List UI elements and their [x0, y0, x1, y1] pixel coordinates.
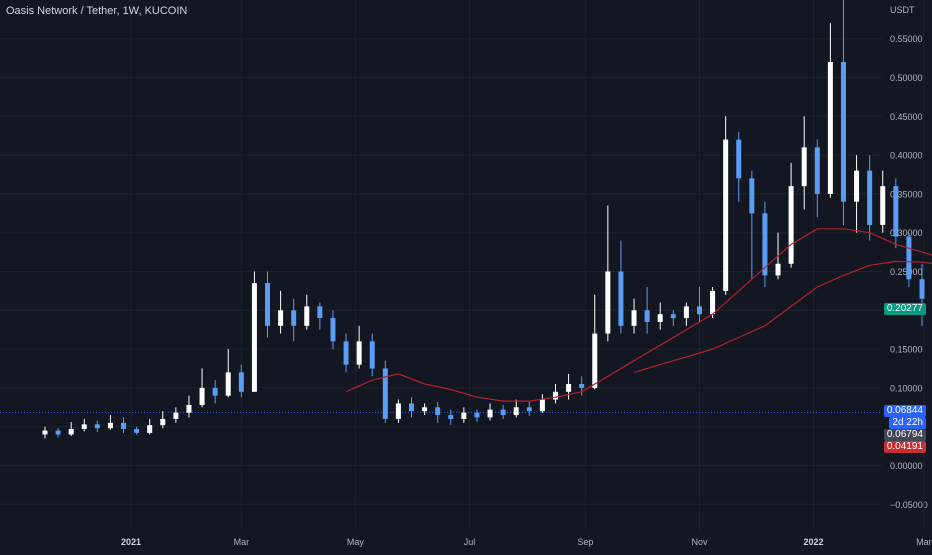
candle-body — [618, 271, 624, 326]
x-tick-label: 2021 — [121, 537, 141, 547]
candle-body — [356, 341, 362, 365]
candle-body — [566, 384, 572, 392]
candle-body — [657, 314, 663, 322]
candle-body — [723, 139, 729, 291]
y-tick-label: 0.45000 — [890, 112, 923, 122]
y-tick-label: 0.30000 — [890, 228, 923, 238]
candle-body — [880, 186, 886, 225]
y-tick-label: 0.15000 — [890, 345, 923, 355]
y-tick-label: 0.55000 — [890, 34, 923, 44]
candle-body — [369, 341, 375, 369]
candle-body — [854, 170, 860, 202]
candle-body — [448, 415, 454, 419]
y-tick-label: 0.00000 — [890, 461, 923, 471]
candle-body — [173, 412, 179, 419]
candle-body — [147, 425, 153, 433]
candle-body — [291, 310, 297, 326]
candle-body — [696, 306, 702, 315]
candle-body — [278, 310, 284, 326]
candle-body — [317, 306, 323, 319]
candle-body — [749, 178, 755, 214]
candle-body — [225, 372, 231, 396]
candle-body — [409, 403, 414, 412]
y-tick-label: 0.10000 — [890, 383, 923, 393]
candle-body — [906, 236, 912, 280]
candle-body — [775, 263, 781, 276]
y-tick-label: 0.35000 — [890, 189, 923, 199]
y-tick-label: 0.50000 — [890, 73, 923, 83]
candle-body — [330, 318, 336, 342]
candle-body — [500, 409, 506, 416]
candle-body — [121, 422, 127, 430]
candle-body — [827, 61, 833, 194]
candle-body — [814, 147, 820, 194]
candle-body — [107, 422, 113, 429]
candle-body — [461, 412, 467, 419]
candle-body — [238, 372, 244, 392]
entry-price-tag: 0.06794 — [883, 429, 926, 441]
candle-body — [94, 424, 100, 429]
candle-body — [513, 407, 519, 416]
current-price-tag: 0.06844 — [883, 405, 926, 417]
candle-body — [670, 314, 676, 319]
candle-body — [474, 412, 480, 418]
candle-body — [631, 310, 637, 326]
candle-body — [893, 186, 899, 237]
candle-body — [251, 283, 257, 392]
candle-body — [867, 170, 873, 225]
candle-body — [382, 368, 388, 419]
x-tick-label: Mar — [916, 537, 932, 547]
x-tick-label: Sep — [577, 537, 593, 547]
candle-body — [552, 391, 558, 400]
candle-body — [422, 407, 428, 412]
candle-body — [579, 384, 585, 388]
candle-body — [68, 429, 74, 435]
candle-body — [42, 430, 48, 435]
candle-body — [55, 430, 61, 435]
x-tick-label: Jul — [464, 537, 476, 547]
y-tick-label: 0.25000 — [890, 267, 923, 277]
candle-body — [304, 306, 310, 326]
chart-title: Oasis Network / Tether, 1W, KUCOIN — [6, 5, 188, 17]
candle-body — [160, 418, 166, 426]
candle-body — [683, 306, 689, 319]
stop-price-tag: 0.04191 — [883, 441, 926, 453]
x-tick-label: 2022 — [804, 537, 824, 547]
candle-body — [736, 139, 742, 179]
candle-body — [840, 61, 846, 202]
candle-body — [592, 333, 598, 388]
candle-body — [801, 147, 807, 187]
candle-body — [487, 409, 493, 418]
x-tick-label: Nov — [691, 537, 708, 547]
candle-body — [539, 399, 545, 412]
moving-average-line — [345, 228, 932, 402]
y-tick-label: −0.05000 — [890, 500, 928, 510]
candle-body — [343, 341, 349, 365]
candle-body — [788, 186, 794, 264]
moving-average-line — [633, 260, 932, 373]
candle-body — [605, 271, 611, 334]
y-tick-label: 0.40000 — [890, 151, 923, 161]
candle-body — [762, 213, 768, 276]
price-axis-currency: USDT — [890, 5, 915, 15]
candle-body — [395, 403, 401, 419]
candle-body — [81, 424, 87, 430]
candle-body — [710, 290, 716, 315]
countdown-tag: 2d 22h — [889, 417, 926, 429]
candle-body — [919, 279, 925, 299]
candle-body — [212, 387, 218, 396]
candle-body — [134, 429, 140, 433]
candle-body — [526, 407, 532, 412]
candle-body — [644, 310, 650, 322]
candle-body — [186, 404, 192, 413]
x-tick-label: May — [347, 537, 365, 547]
candle-body — [199, 387, 205, 405]
x-tick-label: Mar — [234, 537, 250, 547]
candle-body — [265, 283, 271, 326]
target-price-tag: 0.20277 — [883, 303, 926, 315]
candle-body — [435, 407, 441, 416]
